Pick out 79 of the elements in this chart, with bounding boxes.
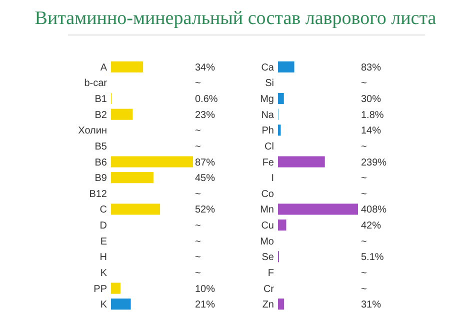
y-tick-label: A (100, 62, 108, 74)
data-label: 23% (195, 110, 216, 121)
y-tick-label: B6 (94, 157, 108, 168)
y-tick-label: K (100, 300, 108, 311)
bar (278, 219, 286, 231)
bar (278, 298, 284, 310)
y-tick-label: B5 (94, 141, 108, 152)
text: ~ (195, 78, 201, 90)
bar (278, 124, 281, 136)
data-label: 31% (361, 300, 382, 311)
y-tick-label: Cr (263, 284, 275, 295)
text: ~ (195, 188, 201, 200)
y-tick-label: B1 (94, 94, 108, 106)
y-tick-label: Cu (261, 220, 274, 232)
text: Витаминно-минеральный состав лаврового листа (34, 8, 437, 29)
y-tick-label: K (100, 268, 108, 279)
y-tick-label: I (271, 173, 274, 184)
text: ~ (195, 252, 201, 264)
data-label: 87% (195, 157, 216, 168)
y-tick-label: B2 (94, 110, 108, 121)
y-tick-label: Co (261, 188, 274, 200)
y-tick-label: Si (265, 78, 274, 90)
text: ~ (361, 236, 367, 248)
data-label: 239% (361, 157, 387, 168)
data-label: 83% (361, 62, 382, 74)
y-tick-label: b-car (84, 78, 108, 90)
y-tick-label: Mn (260, 204, 274, 216)
text: ~ (361, 268, 367, 279)
data-label: 5.1% (361, 252, 384, 264)
y-tick-label: Ca (261, 62, 274, 74)
bar (111, 172, 154, 184)
y-tick-label: Mo (260, 236, 274, 248)
data-label: 10% (195, 284, 216, 295)
text: ~ (361, 141, 367, 152)
y-tick-label: Fe (262, 157, 274, 168)
data-label: 45% (195, 173, 216, 184)
y-tick-label: B9 (94, 173, 108, 184)
bar (278, 204, 358, 215)
text: ~ (195, 126, 201, 137)
bar (111, 156, 193, 168)
bar (111, 298, 131, 310)
bar (111, 61, 144, 72)
text: ~ (195, 236, 201, 248)
y-tick-label: Cl (264, 141, 274, 152)
data-label: 42% (361, 220, 382, 232)
y-tick-label: B12 (89, 188, 108, 200)
y-tick-label: D (100, 220, 107, 232)
text: ~ (195, 268, 201, 279)
data-label: 0.6% (195, 94, 218, 106)
data-label: 30% (361, 94, 382, 106)
text: ~ (361, 173, 367, 184)
text: ~ (195, 220, 201, 232)
bar (278, 156, 325, 168)
text: ~ (361, 284, 367, 295)
bar (111, 108, 133, 120)
y-tick-label: F (268, 268, 274, 279)
bar (278, 61, 294, 72)
y-tick-label: C (100, 204, 107, 216)
text: ~ (361, 78, 367, 90)
y-tick-label: Mg (260, 94, 274, 106)
y-tick-label: H (100, 252, 107, 264)
data-label: 21% (195, 300, 216, 311)
y-tick-label: Na (261, 110, 274, 121)
bar (278, 92, 284, 104)
y-tick-label: Ph (262, 126, 274, 137)
data-label: 34% (195, 62, 216, 74)
data-label: 14% (361, 126, 382, 137)
y-tick-label: E (100, 236, 108, 248)
y-tick-label: PP (94, 284, 108, 295)
y-tick-label: Холин (78, 126, 107, 137)
data-label: 52% (195, 204, 216, 216)
text: ~ (361, 188, 367, 200)
text: ~ (195, 141, 201, 152)
data-label: 1.8% (361, 110, 384, 121)
bar (111, 204, 160, 215)
y-tick-label: Se (262, 252, 274, 264)
data-label: 408% (361, 204, 387, 216)
y-tick-label: Zn (262, 300, 274, 311)
bar (111, 282, 120, 294)
